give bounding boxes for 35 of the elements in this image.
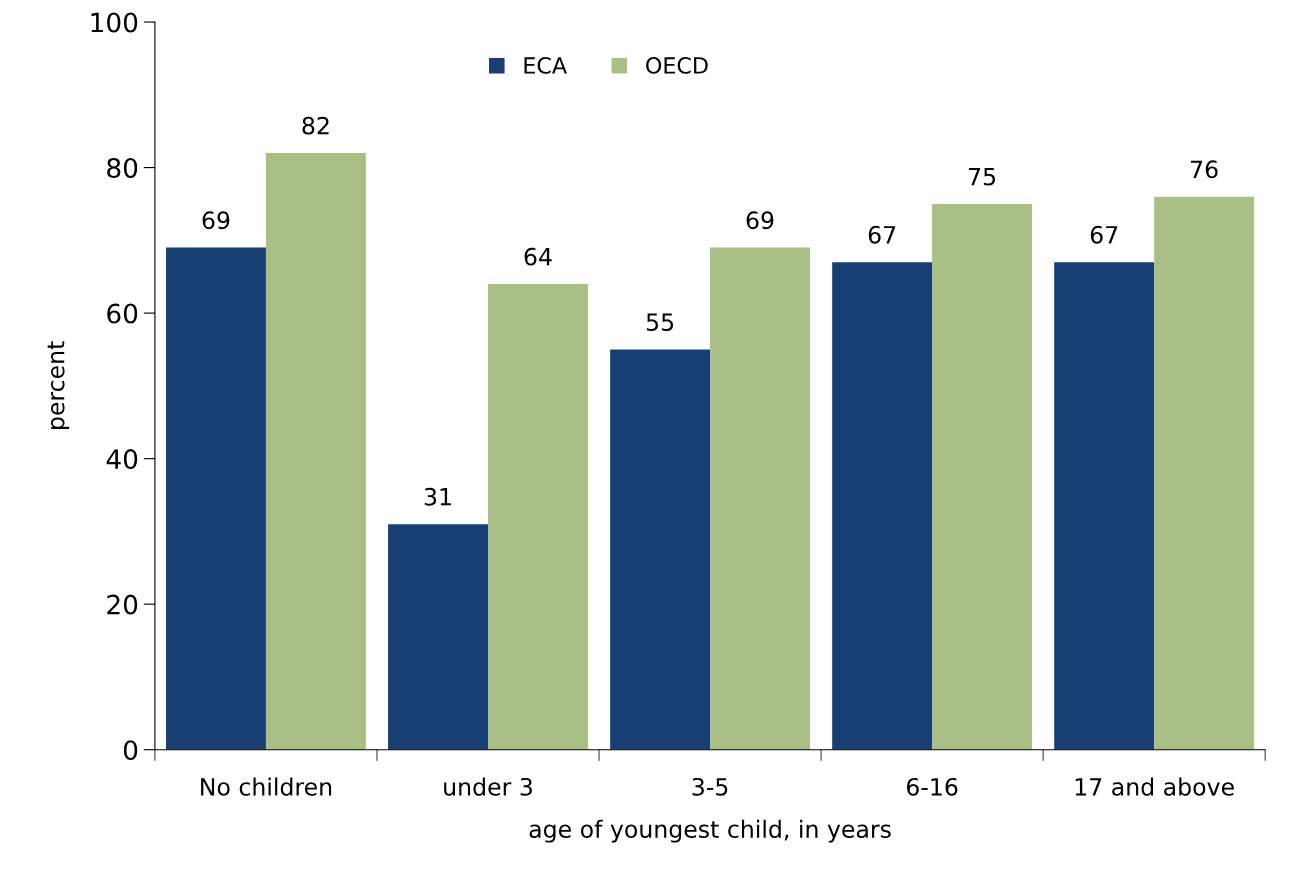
bar [710, 247, 810, 750]
bar [1054, 262, 1155, 750]
bar [488, 284, 588, 750]
data-label: 76 [1191, 160, 1218, 179]
data-label: 75 [968, 167, 996, 186]
data-label: 69 [202, 211, 230, 230]
x-tick-label: No children [201, 777, 332, 796]
data-label: 67 [868, 225, 896, 244]
x-axis-title: age of youngest child, in years [529, 819, 891, 843]
y-tick-label: 40 [106, 449, 138, 470]
data-label: 31 [424, 487, 451, 506]
bar [932, 203, 1033, 750]
legend-label: OECD [646, 57, 708, 74]
bar [1154, 196, 1255, 750]
data-label: 82 [302, 116, 329, 135]
x-tick-label: 6-16 [906, 777, 958, 796]
data-label: 67 [1090, 225, 1118, 244]
bar [388, 524, 488, 750]
x-tick-label: 17 and above [1075, 777, 1234, 796]
bar [610, 349, 711, 750]
y-tick-label: 0 [123, 740, 138, 761]
y-tick-label: 60 [107, 303, 138, 324]
bar [832, 262, 933, 750]
y-tick-label: 20 [107, 594, 138, 615]
bar [166, 247, 266, 750]
y-tick-label: 100 [91, 12, 138, 33]
y-axis-title: percent [47, 341, 70, 429]
legend-label: ECA [524, 57, 567, 74]
data-label: 64 [524, 247, 552, 266]
y-tick-label: 80 [107, 158, 138, 178]
x-tick-label: under 3 [444, 777, 532, 796]
data-label: 69 [746, 211, 774, 230]
x-tick-label: 3-5 [692, 777, 728, 796]
bar [265, 153, 366, 750]
data-label: 55 [646, 313, 674, 332]
